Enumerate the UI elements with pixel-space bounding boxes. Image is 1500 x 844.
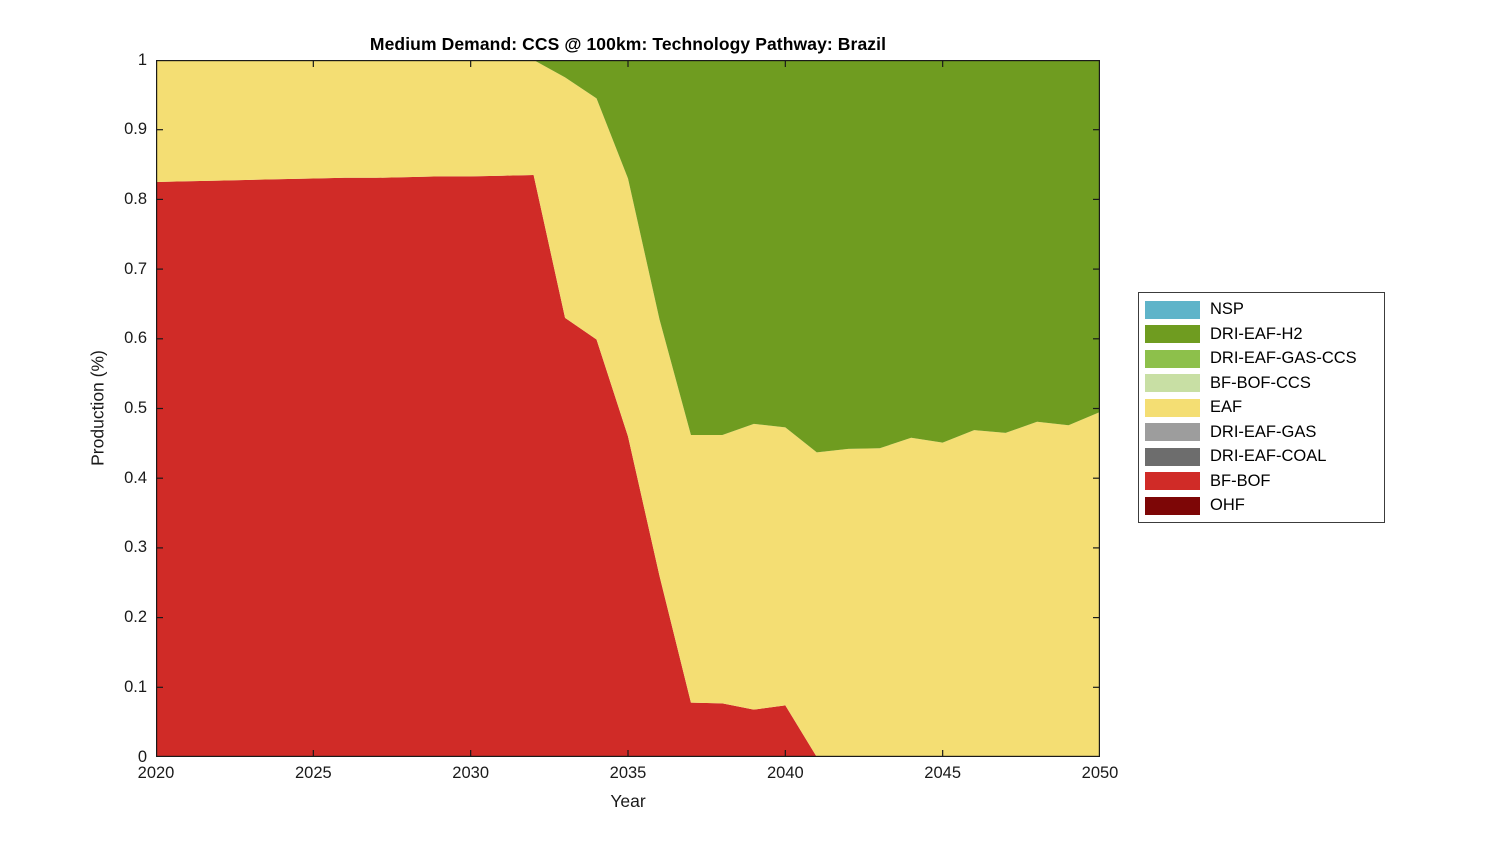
legend-swatch bbox=[1145, 300, 1200, 319]
legend-item: NSP bbox=[1145, 299, 1384, 321]
legend-label: BF-BOF bbox=[1210, 471, 1271, 490]
x-tick-label: 2035 bbox=[609, 764, 647, 782]
legend-swatch bbox=[1145, 398, 1200, 417]
legend-item: DRI-EAF-GAS bbox=[1145, 421, 1384, 443]
stacked-area-chart bbox=[156, 60, 1100, 757]
legend-label: DRI-EAF-GAS-CCS bbox=[1210, 349, 1357, 368]
legend-label: NSP bbox=[1210, 300, 1244, 319]
y-tick-label: 1 bbox=[137, 50, 147, 69]
y-tick-label: 0.7 bbox=[124, 259, 147, 278]
area-EAF bbox=[156, 60, 1100, 757]
x-tick-label: 2040 bbox=[766, 764, 804, 782]
y-tick-label: 0.6 bbox=[124, 329, 147, 348]
legend-item: BF-BOF bbox=[1145, 470, 1384, 492]
y-tick-label: 0 bbox=[137, 747, 147, 766]
x-tick-label: 2020 bbox=[137, 764, 175, 782]
x-tick-label: 2025 bbox=[294, 764, 332, 782]
x-tick-label: 2045 bbox=[924, 764, 962, 782]
y-tick-label: 0.8 bbox=[124, 189, 147, 208]
legend-swatch bbox=[1145, 349, 1200, 368]
legend-swatch bbox=[1145, 472, 1200, 490]
y-tick-label: 0.4 bbox=[124, 468, 147, 487]
y-tick-label: 0.9 bbox=[124, 120, 147, 139]
legend-label: DRI-EAF-COAL bbox=[1210, 447, 1327, 466]
legend-item: BF-BOF-CCS bbox=[1145, 372, 1384, 394]
legend-label: BF-BOF-CCS bbox=[1210, 373, 1311, 392]
legend-item: DRI-EAF-COAL bbox=[1145, 446, 1384, 468]
legend-label: DRI-EAF-GAS bbox=[1210, 422, 1317, 441]
legend-item: EAF bbox=[1145, 397, 1384, 419]
legend-label: DRI-EAF-H2 bbox=[1210, 324, 1303, 343]
legend-item: OHF bbox=[1145, 495, 1384, 517]
x-axis-label: Year bbox=[610, 791, 646, 811]
y-tick-label: 0.2 bbox=[124, 608, 147, 627]
legend: NSP DRI-EAF-H2 DRI-EAF-GAS-CCS BF-BOF-CCS EA… bbox=[1138, 292, 1385, 523]
x-tick-label: 2050 bbox=[1081, 764, 1119, 782]
legend-label: EAF bbox=[1210, 398, 1243, 417]
legend-label: OHF bbox=[1210, 496, 1245, 515]
x-tick-label: 2030 bbox=[452, 764, 490, 782]
y-tick-label: 0.1 bbox=[124, 677, 147, 696]
area-DRI-EAF-H2 bbox=[156, 60, 1100, 453]
legend-swatch bbox=[1145, 447, 1200, 466]
legend-swatch bbox=[1145, 496, 1200, 515]
chart-title: Medium Demand: CCS @ 100km: Technology P… bbox=[369, 34, 887, 54]
y-tick-label: 0.5 bbox=[124, 399, 147, 417]
area-BF-BOF bbox=[156, 175, 1100, 757]
legend-swatch bbox=[1145, 325, 1200, 343]
legend-swatch bbox=[1145, 374, 1200, 392]
legend-item: DRI-EAF-GAS-CCS bbox=[1145, 348, 1384, 370]
legend-swatch bbox=[1145, 423, 1200, 441]
y-tick-label: 0.3 bbox=[124, 538, 147, 557]
axes-frame bbox=[156, 60, 1100, 757]
legend-item: DRI-EAF-H2 bbox=[1145, 323, 1384, 345]
plot-area bbox=[156, 60, 1100, 757]
